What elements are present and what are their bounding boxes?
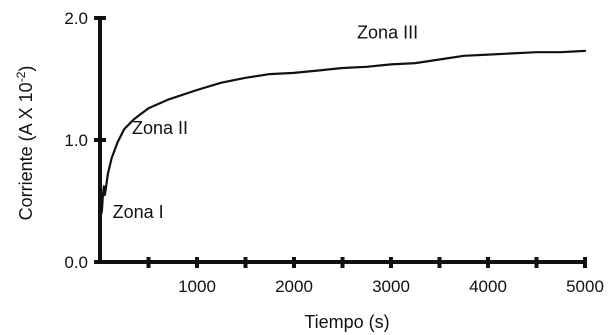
y-tick-label: 0.0 — [64, 253, 88, 272]
y-tick-labels: 0.0 1.0 2.0 — [64, 9, 88, 272]
y-axis-title-close: ) — [16, 66, 36, 72]
x-tick-label: 5000 — [566, 277, 604, 296]
x-axis-title: Tiempo (s) — [304, 312, 389, 332]
x-tick-label: 2000 — [275, 277, 313, 296]
x-tick-label: 3000 — [372, 277, 410, 296]
x-tick-label: 1000 — [178, 277, 216, 296]
y-axis-title-main: Corriente (A X 10 — [16, 82, 36, 220]
series-line — [98, 49, 587, 221]
series-layer — [98, 49, 587, 221]
y-tick-label: 1.0 — [64, 131, 88, 150]
zone-label: Zona III — [357, 23, 418, 43]
zone-label: Zona II — [132, 118, 188, 138]
y-axis-title: Corriente (A X 10-2) — [14, 66, 36, 221]
y-axis-title-exponent: -2 — [14, 71, 28, 82]
y-tick-label: 2.0 — [64, 9, 88, 28]
zone-label: Zona I — [113, 202, 164, 222]
zone-annotations: Zona I Zona II Zona III — [113, 23, 418, 222]
x-tick-labels: 1000 2000 3000 4000 5000 — [178, 277, 604, 296]
x-tick-label: 4000 — [469, 277, 507, 296]
